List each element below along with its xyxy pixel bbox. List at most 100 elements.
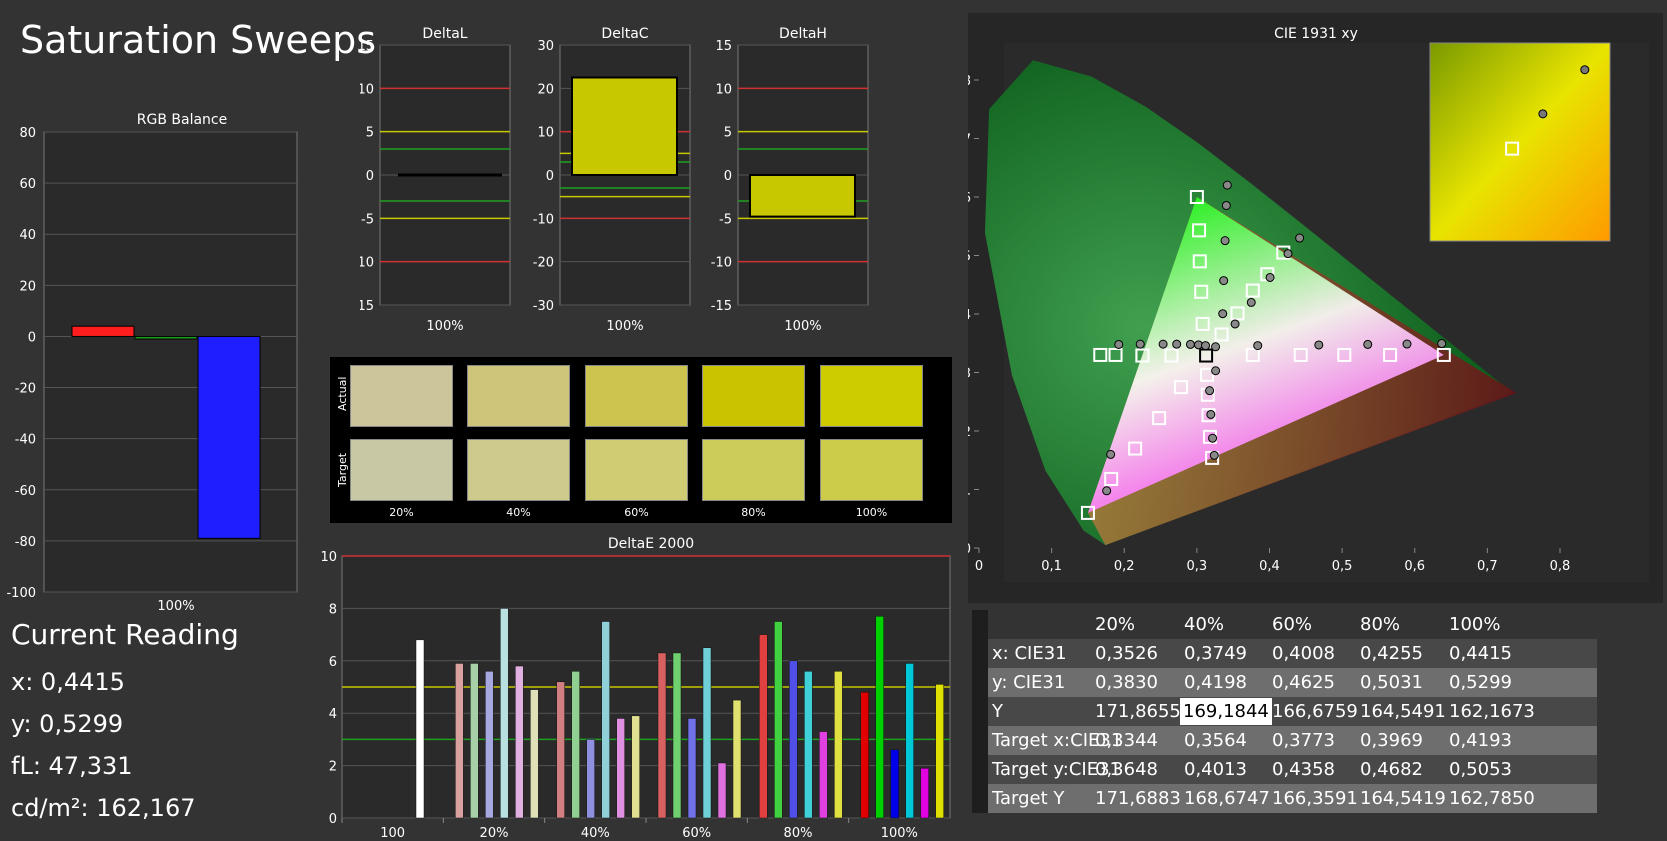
deltae-bar	[732, 699, 742, 819]
deltae-bar	[804, 671, 813, 819]
cie-target-point	[1293, 347, 1308, 362]
target-row-label: Target	[336, 452, 349, 487]
table-row-label: x: CIE31	[992, 643, 1067, 664]
cie-target-point	[1230, 306, 1245, 321]
deltal-tick-label: -5	[361, 212, 374, 227]
cie-target-point	[1108, 347, 1123, 362]
rgb-tick-label: 20	[19, 279, 36, 294]
rgb-balance-xlabel: 100%	[157, 599, 194, 614]
table-cell[interactable]: 0,3773	[1272, 730, 1335, 751]
cie-measured-point	[1201, 341, 1211, 351]
deltae-bar	[556, 681, 565, 819]
table-cell[interactable]: 0,4625	[1272, 672, 1335, 693]
table-cell[interactable]: 0,5053	[1449, 759, 1512, 780]
cie-y-tick-label: 0,4	[968, 308, 971, 323]
table-cell[interactable]: 166,6759	[1272, 701, 1358, 722]
table-cell[interactable]: 164,5419	[1360, 788, 1446, 809]
cie-target-point	[1337, 347, 1352, 362]
cie-target-point	[1173, 380, 1188, 395]
table-row[interactable]: y: CIE31 0,3830 0,4198 0,4625 0,5031 0,5299	[972, 668, 1597, 697]
cie-x-tick-label: 0,3	[1187, 559, 1208, 574]
cie-x-tick-label: 0,5	[1332, 559, 1353, 574]
actual-row-label: Actual	[336, 376, 349, 411]
table-cell[interactable]: 0,4193	[1449, 730, 1512, 751]
cie-y-tick-label: 0,8	[968, 74, 971, 89]
cie-target-point	[1192, 223, 1207, 238]
inset-measured-point	[1538, 109, 1548, 119]
cie-measured-point	[1253, 341, 1263, 351]
table-row[interactable]: Target Y 171,6883 168,6747 166,3591 164,5419…	[972, 784, 1597, 813]
deltal-tick-label: 0	[366, 169, 374, 184]
table-row[interactable]: Y 171,8655 169,1844 166,6759 164,5491 162,167…	[972, 697, 1597, 726]
deltah-tick-label: 15	[715, 39, 732, 54]
deltae-bar	[819, 731, 828, 819]
table-cell[interactable]: 0,3526	[1095, 643, 1158, 664]
cie-target-point	[1189, 190, 1204, 204]
table-cell[interactable]: 164,5491	[1360, 701, 1446, 722]
swatch-label: 80%	[741, 506, 766, 519]
actual-swatch	[467, 365, 570, 427]
deltae-bar	[875, 616, 884, 819]
cie-measured-point	[1209, 450, 1219, 460]
deltal-tick-label: -10	[360, 256, 374, 271]
table-header-cell: 100%	[1449, 614, 1501, 635]
table-row[interactable]: Target x:CIE31 0,3344 0,3564 0,3773 0,3969 0,…	[972, 726, 1597, 755]
rgb-tick-label: -80	[15, 535, 36, 550]
table-cell[interactable]: 0,4255	[1360, 643, 1423, 664]
cie-measured-point	[1218, 309, 1228, 319]
table-row[interactable]: Target y:CIE31 0,3648 0,4013 0,4358 0,4682 0,…	[972, 755, 1597, 784]
cie-measured-point	[1283, 249, 1293, 259]
swatch-label: 20%	[389, 506, 414, 519]
table-row[interactable]: x: CIE31 0,3526 0,3749 0,4008 0,4255 0,4415	[972, 639, 1597, 668]
cie-target-point	[1245, 347, 1260, 362]
cie-measured-point	[1295, 233, 1305, 243]
table-cell[interactable]: 0,4358	[1272, 759, 1335, 780]
rgb-tick-label: 40	[19, 228, 36, 243]
inset-measured-point	[1580, 65, 1590, 75]
deltae-bar	[717, 762, 727, 819]
table-cell[interactable]: 171,6883	[1095, 788, 1181, 809]
table-cell[interactable]: 0,3749	[1184, 643, 1247, 664]
rgb-tick-label: 60	[19, 177, 36, 192]
cie-inset	[1429, 42, 1611, 242]
cie-target-point	[1195, 316, 1210, 331]
table-cell[interactable]: 0,4198	[1184, 672, 1247, 693]
table-cell[interactable]: 166,3591	[1272, 788, 1358, 809]
reading-fl: fL: 47,331	[11, 752, 133, 780]
table-cell[interactable]: 168,6747	[1184, 788, 1270, 809]
table-cell-selected[interactable]: 169,1844	[1180, 698, 1272, 725]
table-cell[interactable]: 0,4415	[1449, 643, 1512, 664]
table-cell[interactable]: 0,3564	[1184, 730, 1247, 751]
table-cell[interactable]: 0,4013	[1184, 759, 1247, 780]
cie-measured-point	[1158, 339, 1168, 349]
table-cell[interactable]: 0,3344	[1095, 730, 1158, 751]
table-cell[interactable]: 0,4008	[1272, 643, 1335, 664]
table-cell[interactable]: 162,1673	[1449, 701, 1535, 722]
cie-target-point	[1080, 505, 1095, 520]
table-cell[interactable]: 171,8655	[1095, 701, 1181, 722]
deltae-title: DeltaE 2000	[608, 536, 694, 552]
deltae-bar	[890, 749, 899, 819]
cie-measured-point	[1114, 339, 1124, 349]
table-cell[interactable]: 0,5031	[1360, 672, 1423, 693]
table-cell[interactable]: 162,7850	[1449, 788, 1535, 809]
gamut-triangle	[1087, 197, 1444, 513]
deltae-bar	[485, 671, 494, 819]
deltah-xlabel: 100%	[784, 319, 821, 334]
cie-measured-point	[1135, 339, 1145, 349]
table-cell[interactable]: 0,5299	[1449, 672, 1512, 693]
table-cell[interactable]: 0,3969	[1360, 730, 1423, 751]
cie-measured-point	[1102, 486, 1112, 496]
deltae-category-label: 80%	[784, 826, 813, 841]
deltae-bar	[500, 608, 509, 819]
color-swatch-panel: Actual Target 20% 40% 60% 80% 100%	[330, 357, 952, 523]
swatch-label: 60%	[624, 506, 649, 519]
table-cell[interactable]: 0,4682	[1360, 759, 1423, 780]
deltae-bar	[586, 739, 595, 819]
deltah-tick-label: -15	[711, 299, 732, 314]
table-cell[interactable]: 0,3648	[1095, 759, 1158, 780]
cie-measured-point	[1211, 366, 1221, 376]
cie-measured-point	[1314, 340, 1324, 350]
table-cell[interactable]: 0,3830	[1095, 672, 1158, 693]
table-header-cell: 20%	[1095, 614, 1136, 635]
